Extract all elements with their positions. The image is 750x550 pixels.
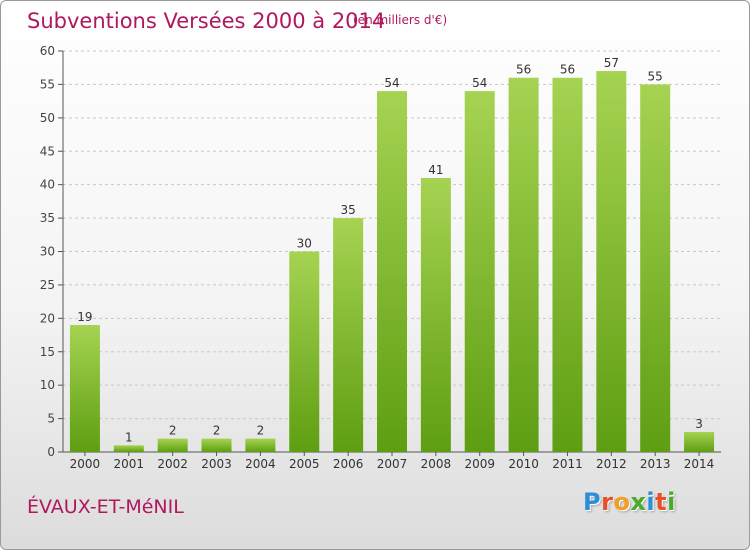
bar [113,445,144,452]
bar-value-label: 3 [695,417,703,431]
x-tick-label: 2005 [289,457,320,471]
y-tick-label: 50 [40,111,55,125]
x-tick-label: 2006 [333,457,364,471]
y-tick-label: 10 [40,378,55,392]
chart-title: Subventions Versées 2000 à 2014 [27,9,386,33]
x-tick-label: 2013 [640,457,671,471]
bar [377,91,407,452]
bar [69,325,100,452]
x-tick-label: 2011 [552,457,583,471]
y-tick-label: 5 [47,412,55,426]
bar [289,251,320,452]
x-tick-label: 2012 [596,457,627,471]
logo-letter: x [630,488,647,516]
bar [420,177,451,452]
bar-value-label: 56 [560,63,575,77]
bar-value-label: 2 [169,424,177,438]
bar-value-label: 41 [428,163,443,177]
x-tick-label: 2000 [70,457,101,471]
y-tick-label: 60 [40,44,55,58]
commune-name: ÉVAUX-ET-MéNIL [27,496,184,518]
x-tick-label: 2009 [464,457,495,471]
y-tick-label: 25 [40,278,55,292]
y-tick-label: 45 [40,144,55,158]
logo-letter: o [613,488,631,516]
y-tick-label: 55 [40,77,55,91]
bar [245,438,276,452]
y-tick-label: 20 [40,311,55,325]
x-tick-label: 2001 [114,457,145,471]
logo-letter: i [667,488,676,516]
x-tick-label: 2007 [377,457,408,471]
y-tick-label: 15 [40,345,55,359]
proxiti-logo: Proxiti [583,488,676,516]
x-tick-label: 2014 [684,457,715,471]
bar-value-label: 30 [297,237,312,251]
bar-value-label: 2 [257,424,265,438]
bar [464,91,495,452]
x-tick-label: 2004 [245,457,276,471]
x-tick-label: 2008 [421,457,452,471]
bar-value-label: 55 [648,69,663,83]
bar-value-label: 54 [472,76,487,90]
bar-value-label: 56 [516,63,531,77]
bar [201,438,232,452]
bar-value-label: 2 [213,424,221,438]
y-tick-label: 40 [40,178,55,192]
bar-value-label: 19 [77,310,92,324]
bar [596,71,627,453]
logo-letter: t [655,488,668,516]
bar-value-label: 54 [384,76,399,90]
bar [684,431,715,452]
y-tick-label: 30 [40,245,55,259]
bar [508,77,539,452]
logo-letter: i [646,488,656,516]
chart-subtitle: (en milliers d'€) [353,13,448,27]
x-tick-label: 2003 [201,457,232,471]
bar-value-label: 57 [604,56,619,70]
bar-value-label: 1 [125,430,133,444]
bar-value-label: 35 [340,203,355,217]
bar [552,77,583,452]
bar [333,218,364,452]
bar [157,438,188,452]
bar [640,84,671,453]
x-tick-label: 2002 [157,457,188,471]
logo-letter: P [583,488,602,516]
y-tick-label: 35 [40,211,55,225]
logo-letter: r [601,488,614,516]
x-tick-label: 2010 [508,457,539,471]
y-tick-label: 0 [47,445,55,459]
